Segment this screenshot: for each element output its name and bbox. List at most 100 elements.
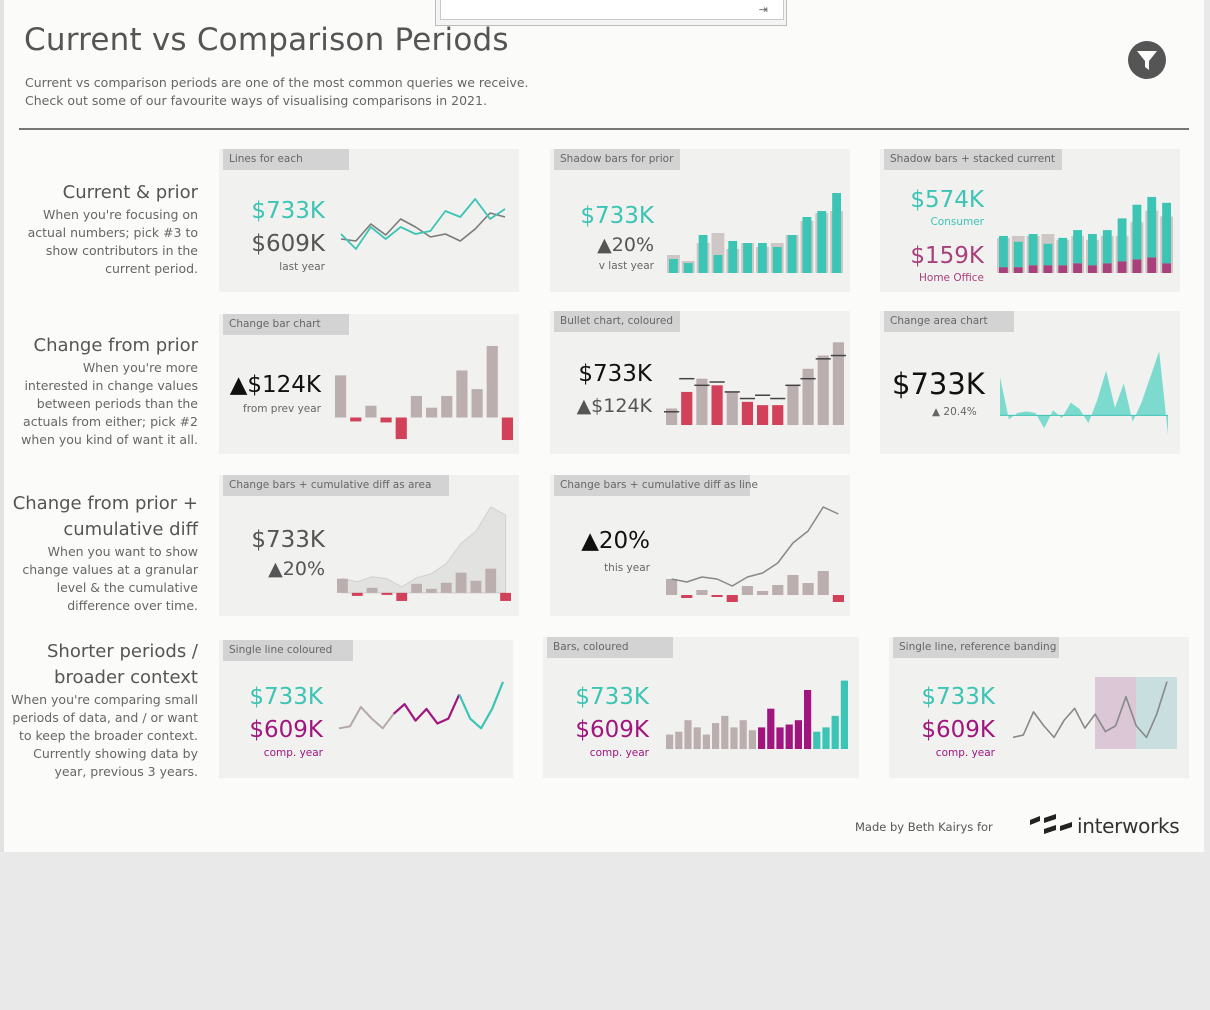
bar-increase	[485, 568, 497, 593]
row-label-cumulative-diff: Change from prior + cumulative diff When…	[13, 491, 198, 615]
bar	[666, 734, 674, 749]
bar-consumer	[1043, 243, 1053, 266]
bar	[739, 720, 747, 749]
bar	[776, 727, 784, 749]
bullet-bar	[832, 342, 844, 425]
bullet-bar	[696, 378, 708, 425]
kpi-home-office: $159K	[910, 243, 984, 269]
kpi-value: ▲20%	[581, 528, 650, 554]
chart-change-bar	[335, 345, 513, 441]
header-divider	[19, 128, 1189, 130]
bar	[831, 715, 839, 749]
bar-current	[698, 235, 708, 273]
row-desc-line: interested in change values	[24, 378, 198, 393]
panel-cumdiff-area[interactable]: Change bars + cumulative diff as area $7…	[219, 475, 519, 616]
kpi-home-office-label: Home Office	[919, 272, 984, 284]
bar-current	[817, 211, 827, 273]
bar	[721, 715, 729, 749]
chart-change-area	[1000, 351, 1168, 435]
filter-funnel-icon[interactable]	[1128, 41, 1166, 79]
row-desc-line: actuals from either; pick #2	[23, 414, 198, 429]
bar	[804, 689, 812, 749]
row-heading: Change from prior +	[12, 493, 198, 514]
bar-decrease	[832, 595, 844, 602]
row-desc-line: level & the cumulative	[56, 580, 198, 595]
bar-decrease	[500, 592, 511, 601]
floating-toolbar[interactable]: ⇥	[435, 0, 787, 26]
bar-decrease	[381, 592, 393, 595]
row-heading: Current & prior	[62, 182, 198, 203]
cumulative-diff-area	[341, 506, 507, 594]
bar	[767, 708, 775, 749]
panel-tag: Change area chart	[884, 311, 1014, 332]
panel-tag: Bullet chart, coloured	[554, 311, 680, 332]
row-label-change-from-prior: Change from prior When you're more inter…	[21, 333, 198, 449]
panel-shadow-bars[interactable]: Shadow bars for prior $733K ▲20% v last …	[550, 149, 850, 292]
panel-tag: Single line coloured	[223, 640, 353, 661]
panel-tag: Lines for each	[223, 149, 349, 170]
bar-home-office	[1028, 265, 1038, 273]
bar-home-office	[1117, 261, 1127, 273]
chart-single-line-coloured	[338, 681, 505, 730]
panel-reference-banding[interactable]: Single line, reference banding $733K $60…	[889, 637, 1189, 778]
series-line-early	[338, 706, 395, 730]
bullet-bar	[757, 405, 769, 425]
toolbar-field[interactable]	[440, 0, 784, 20]
interworks-logo[interactable]: interworks	[1030, 812, 1180, 842]
bullet-bar	[741, 401, 753, 425]
bar	[675, 731, 683, 749]
row-desc-line: current period.	[105, 261, 198, 276]
kpi-change: ▲$124K	[229, 372, 321, 398]
panel-single-line-coloured[interactable]: Single line coloured $733K $609K comp. y…	[219, 640, 513, 778]
row-desc-line: When you want to show	[47, 544, 198, 559]
bar-increase	[441, 395, 453, 418]
chart-reference-banding	[1012, 677, 1177, 749]
bar	[684, 720, 692, 749]
panel-lines-for-each[interactable]: Lines for each $733K $609K last year	[219, 149, 519, 292]
panel-stacked-current[interactable]: Shadow bars + stacked current $574K Cons…	[880, 149, 1180, 292]
bar-consumer	[1102, 230, 1112, 264]
pin-icon[interactable]: ⇥	[758, 3, 768, 16]
kpi-change: ▲$124K	[576, 395, 652, 417]
bar-increase	[366, 587, 378, 593]
row-desc-line: show contributors in the	[45, 243, 198, 258]
panel-bars-coloured[interactable]: Bars, coloured $733K $609K comp. year	[543, 637, 859, 778]
kpi-prior: $609K	[921, 717, 995, 743]
bar-current	[758, 243, 767, 273]
panel-change-area[interactable]: Change area chart $733K ▲ 20.4%	[880, 311, 1180, 454]
chart-lines-for-each	[340, 198, 506, 250]
bullet-bar	[681, 391, 693, 425]
bar-current	[832, 193, 841, 273]
panel-change-bar[interactable]: Change bar chart ▲$124K from prev year	[219, 314, 519, 454]
row-desc-line: periods of data, and / or want	[12, 710, 198, 725]
bar-home-office	[1088, 265, 1097, 273]
bar	[840, 680, 848, 749]
kpi-note: v last year	[598, 260, 654, 272]
bar-consumer	[1073, 230, 1082, 264]
panel-tag: Shadow bars + stacked current	[884, 149, 1062, 170]
kpi-note: this year	[604, 562, 650, 574]
kpi-note: from prev year	[243, 403, 321, 415]
credit-text: Made by Beth Kairys for	[855, 820, 993, 834]
bar-decrease	[681, 595, 693, 598]
kpi-consumer: $574K	[910, 187, 984, 213]
bar-increase	[337, 578, 348, 593]
bar-decrease	[711, 595, 723, 597]
row-desc-line: Currently showing data by	[33, 746, 198, 761]
bar-home-office	[1147, 257, 1157, 273]
panel-bullet-chart[interactable]: Bullet chart, coloured $733K ▲$124K	[550, 311, 850, 454]
bar-increase	[666, 579, 678, 595]
row-heading: cumulative diff	[63, 519, 198, 540]
row-desc-line: actual numbers; pick #3 to	[27, 225, 198, 240]
bar-decrease	[726, 595, 738, 602]
chart-bullet	[664, 342, 846, 425]
bullet-bar	[817, 355, 829, 425]
kpi-change: ▲20%	[597, 234, 654, 256]
panel-cumdiff-line[interactable]: Change bars + cumulative diff as line ▲2…	[550, 475, 850, 616]
bar-home-office	[999, 267, 1008, 273]
panel-tag: Change bars + cumulative diff as line	[554, 475, 758, 496]
bar	[813, 731, 821, 749]
row-desc-line: year, previous 3 years.	[54, 764, 198, 779]
bar-current	[787, 235, 797, 273]
row-heading: Change from prior	[33, 335, 199, 356]
